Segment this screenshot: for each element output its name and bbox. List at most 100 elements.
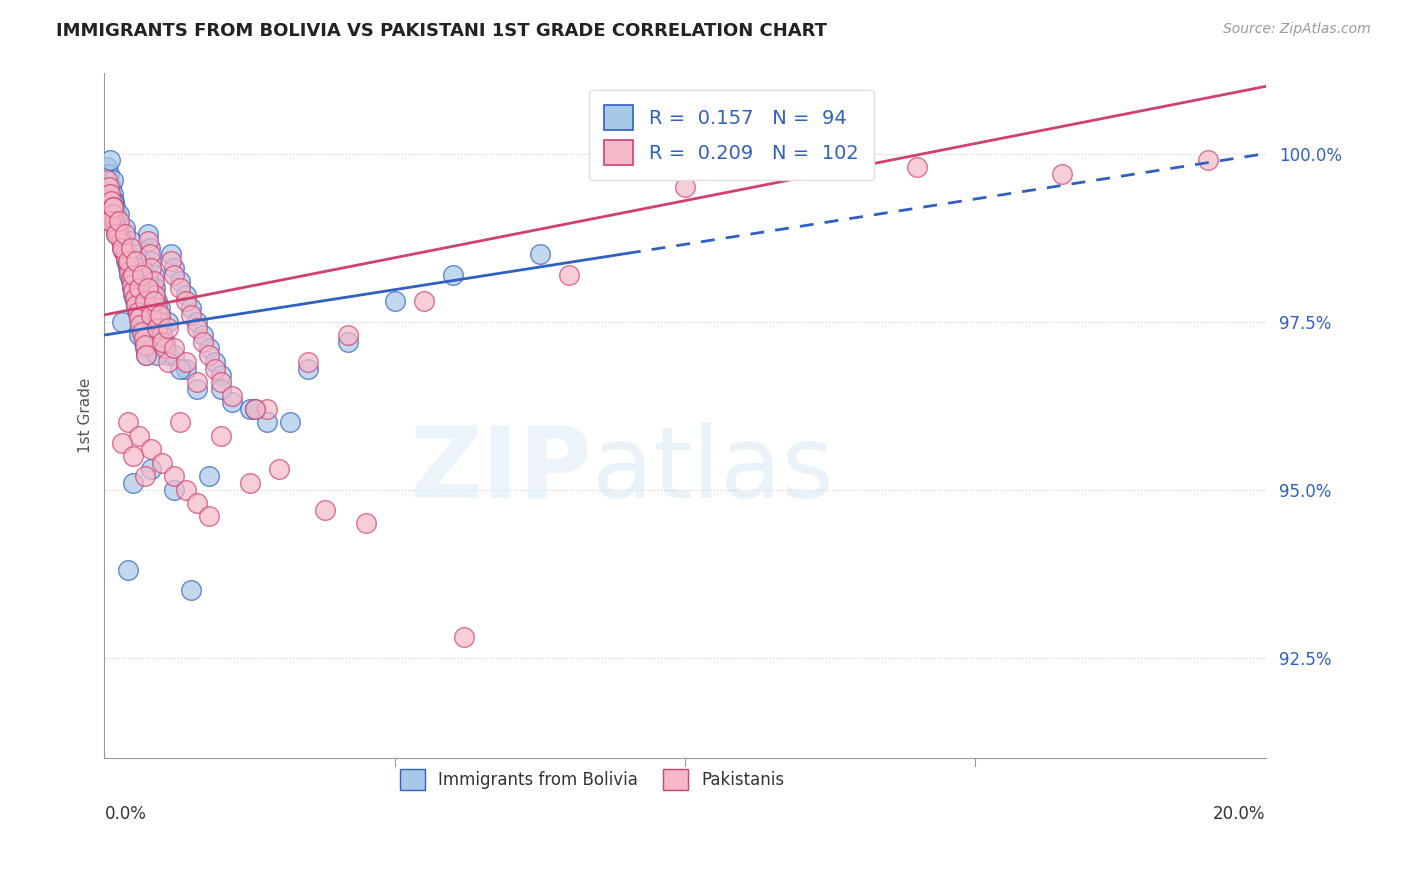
Point (174, 483, 197, 497)
Point (118, 268, 141, 282)
Point (155, 342, 177, 356)
Point (180, 583, 202, 598)
Point (120, 274, 142, 288)
Point (96, 160, 118, 174)
Point (155, 334, 177, 349)
Point (138, 247, 160, 261)
Point (169, 274, 191, 288)
Point (111, 234, 134, 248)
Point (118, 264, 141, 278)
Point (139, 254, 162, 268)
Point (198, 342, 221, 356)
Point (314, 502, 336, 516)
Point (105, 214, 128, 228)
Point (131, 325, 153, 339)
Point (128, 328, 150, 343)
Text: ZIP: ZIP (409, 422, 592, 519)
Point (337, 328, 360, 343)
Point (145, 348, 167, 362)
Point (108, 214, 131, 228)
Point (136, 274, 159, 288)
Point (124, 294, 146, 309)
Point (128, 281, 150, 295)
Point (174, 361, 197, 376)
Point (297, 355, 319, 369)
Point (209, 368, 232, 383)
Point (117, 563, 139, 577)
Point (101, 200, 124, 214)
Point (186, 321, 208, 335)
Point (152, 328, 174, 343)
Point (174, 294, 197, 309)
Point (104, 227, 127, 242)
Point (98, 180, 121, 194)
Point (157, 321, 180, 335)
Point (1197, 153, 1219, 168)
Point (136, 234, 159, 248)
Point (169, 281, 191, 295)
Point (111, 241, 134, 255)
Point (98, 153, 121, 168)
Point (134, 342, 156, 356)
Point (128, 315, 150, 329)
Point (139, 260, 162, 275)
Point (111, 241, 134, 255)
Point (122, 268, 145, 282)
Point (145, 281, 167, 295)
Point (136, 281, 159, 295)
Point (117, 254, 139, 268)
Point (104, 227, 127, 242)
Point (128, 429, 150, 443)
Point (142, 287, 165, 301)
Point (148, 301, 170, 315)
Text: 0.0%: 0.0% (104, 805, 146, 823)
Point (163, 342, 186, 356)
Point (114, 227, 136, 242)
Point (142, 274, 165, 288)
Point (135, 348, 157, 362)
Point (108, 220, 131, 235)
Point (108, 227, 131, 242)
Point (125, 247, 148, 261)
Point (204, 361, 226, 376)
Point (221, 395, 243, 409)
Point (134, 338, 156, 352)
Point (139, 308, 162, 322)
Point (221, 388, 243, 402)
Point (120, 234, 142, 248)
Point (157, 348, 180, 362)
Point (278, 416, 301, 430)
Point (157, 315, 180, 329)
Point (138, 241, 160, 255)
Point (238, 475, 260, 490)
Text: Source: ZipAtlas.com: Source: ZipAtlas.com (1223, 22, 1371, 37)
Point (160, 247, 183, 261)
Point (169, 416, 191, 430)
Point (103, 214, 125, 228)
Point (131, 328, 153, 343)
Point (337, 334, 360, 349)
Point (122, 449, 145, 463)
Point (125, 301, 148, 315)
Point (142, 294, 165, 309)
Point (135, 348, 157, 362)
Point (132, 334, 155, 349)
Point (136, 227, 159, 242)
Point (134, 294, 156, 309)
Point (152, 334, 174, 349)
Point (98, 214, 121, 228)
Point (209, 382, 232, 396)
Point (110, 227, 132, 242)
Point (128, 311, 150, 326)
Point (117, 254, 139, 268)
Point (163, 483, 186, 497)
Point (412, 294, 434, 309)
Point (111, 315, 134, 329)
Point (139, 462, 162, 476)
Point (127, 304, 149, 318)
Point (120, 271, 142, 285)
Point (204, 355, 226, 369)
Point (256, 401, 278, 416)
Point (529, 247, 551, 261)
Point (145, 321, 167, 335)
